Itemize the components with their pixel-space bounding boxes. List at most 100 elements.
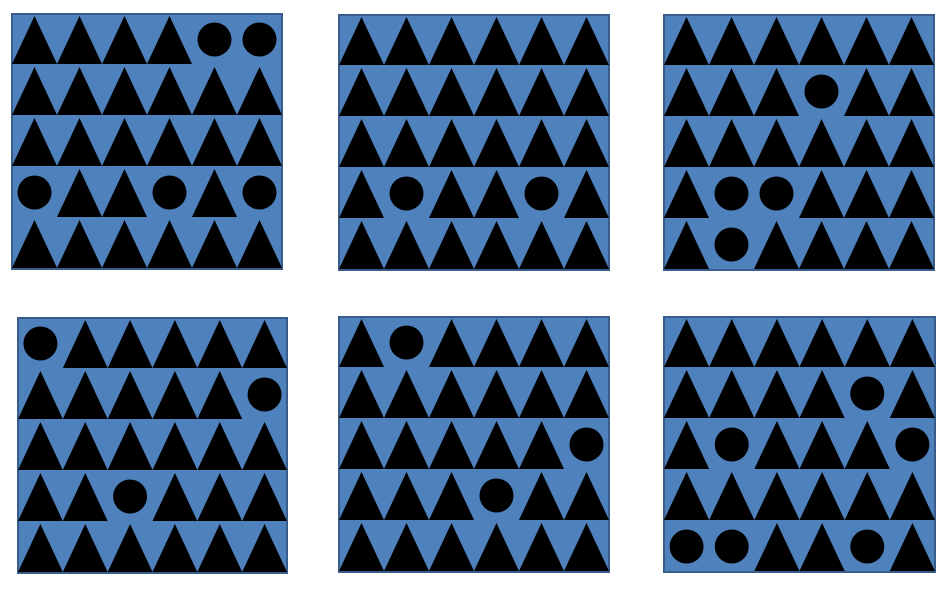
triangle-shape — [339, 68, 384, 116]
triangle-shape — [754, 119, 799, 167]
panel-2 — [338, 14, 610, 271]
triangle-shape — [799, 17, 844, 65]
triangle-shape — [564, 523, 609, 571]
triangle-shape — [18, 473, 63, 521]
triangle-shape — [237, 220, 282, 268]
triangle-shape — [197, 371, 243, 419]
triangle-shape — [844, 421, 890, 469]
triangle-shape — [709, 472, 755, 520]
circle-shape — [389, 325, 424, 360]
triangle-shape — [102, 16, 147, 64]
panel-background — [663, 14, 935, 271]
triangle-shape — [429, 119, 474, 167]
triangle-shape — [844, 17, 889, 65]
triangle-shape — [57, 118, 102, 166]
panel-6 — [663, 316, 936, 573]
triangle-shape — [664, 17, 709, 65]
triangle-shape — [754, 221, 799, 269]
triangle-shape — [709, 119, 754, 167]
triangle-shape — [889, 170, 934, 218]
triangle-shape — [844, 221, 889, 269]
triangle-shape — [564, 319, 609, 367]
triangle-shape — [147, 220, 192, 268]
triangle-shape — [152, 320, 198, 368]
circle-shape — [714, 227, 749, 262]
triangle-shape — [754, 68, 799, 116]
triangle-shape — [152, 524, 198, 572]
circle-shape — [714, 427, 749, 462]
circle-shape — [669, 529, 704, 564]
triangle-shape — [754, 472, 800, 520]
triangle-shape — [889, 319, 935, 367]
circle-shape — [895, 427, 930, 462]
triangle-shape — [62, 524, 108, 572]
circle-shape — [714, 529, 749, 564]
triangle-shape — [889, 17, 934, 65]
circle-shape — [23, 326, 58, 361]
triangle-shape — [384, 119, 429, 167]
triangle-shape — [18, 371, 63, 419]
triangle-shape — [339, 523, 384, 571]
triangle-shape — [564, 17, 609, 65]
panel-4 — [17, 317, 288, 574]
panel-background — [338, 14, 610, 271]
circle-shape — [804, 74, 839, 109]
triangle-shape — [754, 370, 800, 418]
triangle-shape — [57, 16, 102, 64]
triangle-shape — [474, 17, 519, 65]
triangle-shape — [339, 170, 384, 218]
circle-shape — [17, 175, 52, 210]
triangle-shape — [709, 319, 755, 367]
circle-shape — [113, 479, 148, 514]
triangle-shape — [844, 170, 889, 218]
triangle-shape — [384, 421, 429, 469]
triangle-shape — [384, 370, 429, 418]
triangle-shape — [12, 67, 57, 115]
triangle-shape — [799, 472, 845, 520]
triangle-shape — [564, 119, 609, 167]
triangle-shape — [844, 472, 890, 520]
triangle-shape — [107, 422, 153, 470]
triangle-shape — [62, 320, 108, 368]
triangle-shape — [889, 68, 934, 116]
triangle-shape — [339, 119, 384, 167]
triangle-shape — [102, 220, 147, 268]
triangle-shape — [18, 422, 63, 470]
circle-shape — [524, 176, 559, 211]
triangle-shape — [564, 370, 609, 418]
triangle-shape — [429, 523, 474, 571]
triangle-shape — [519, 68, 564, 116]
triangle-shape — [844, 68, 889, 116]
triangle-shape — [147, 118, 192, 166]
panel-background — [338, 316, 610, 573]
triangle-shape — [242, 422, 287, 470]
triangle-shape — [474, 523, 519, 571]
triangle-shape — [429, 17, 474, 65]
triangle-shape — [429, 170, 474, 218]
triangle-shape — [384, 17, 429, 65]
triangle-shape — [18, 524, 63, 572]
triangle-shape — [57, 220, 102, 268]
circle-shape — [759, 176, 794, 211]
triangle-shape — [152, 371, 198, 419]
triangle-shape — [844, 119, 889, 167]
triangle-shape — [107, 524, 153, 572]
triangle-shape — [519, 119, 564, 167]
circle-shape — [850, 376, 885, 411]
panel-background — [17, 317, 288, 574]
triangle-shape — [889, 221, 934, 269]
triangle-shape — [709, 17, 754, 65]
triangle-shape — [844, 319, 890, 367]
triangle-shape — [12, 220, 57, 268]
triangle-shape — [197, 320, 243, 368]
triangle-shape — [384, 221, 429, 269]
triangle-shape — [339, 221, 384, 269]
triangle-shape — [12, 118, 57, 166]
triangle-shape — [799, 370, 845, 418]
triangle-shape — [429, 68, 474, 116]
circle-shape — [714, 176, 749, 211]
triangle-shape — [62, 473, 108, 521]
circle-shape — [850, 529, 885, 564]
panel-background — [663, 316, 936, 573]
triangle-shape — [664, 221, 709, 269]
